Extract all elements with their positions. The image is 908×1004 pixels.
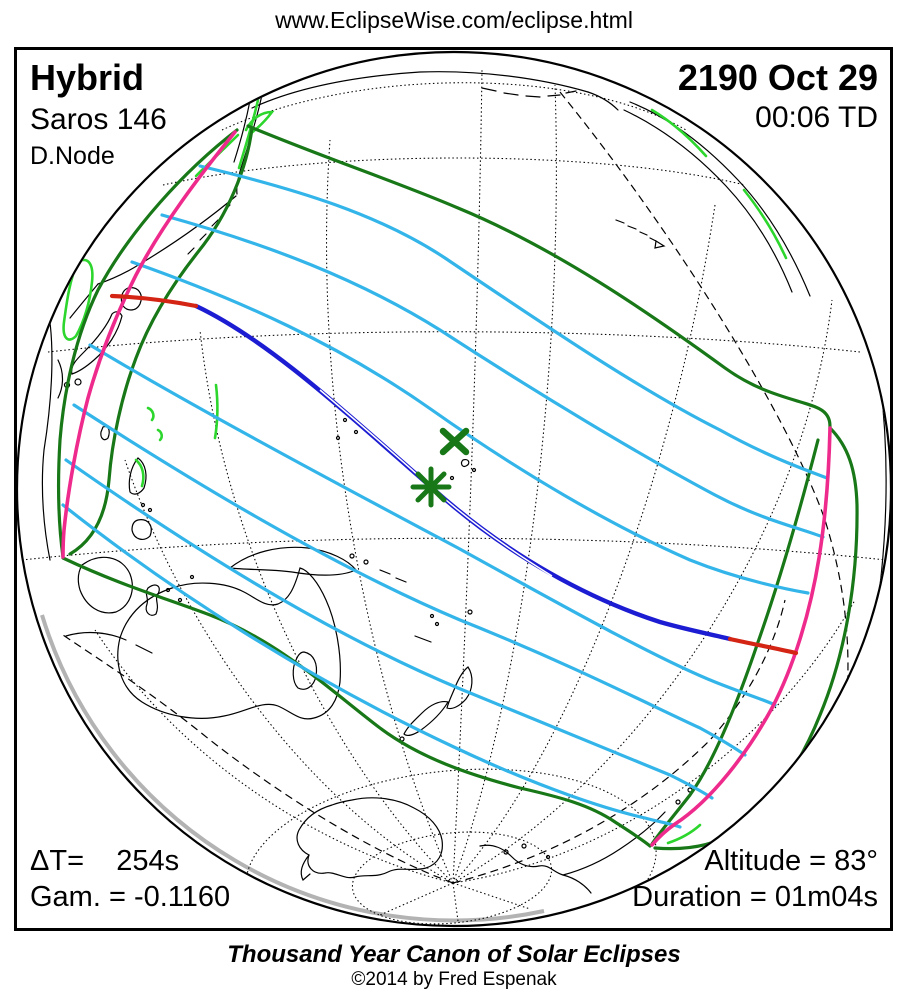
duration-value: Duration = 01m04s (632, 881, 878, 913)
gamma-value: Gam. = -0.1160 (30, 881, 231, 913)
map-frame (14, 47, 893, 931)
sunset-curve (650, 426, 832, 847)
delta-t-value: ΔT= 254s (30, 845, 180, 877)
northern-penumbral-limit (246, 124, 832, 430)
graticule-dashed (62, 91, 849, 884)
sunrise-curve (61, 130, 237, 559)
copyright-line: ©2014 by Fred Espenak (351, 969, 557, 990)
saros-label: Saros 146 (30, 103, 167, 136)
canon-title: Thousand Year Canon of Solar Eclipses (227, 941, 681, 968)
eclipse-magnitude-contours (61, 164, 829, 829)
greatest-eclipse-marker (410, 466, 452, 508)
southern-penumbral-limit (61, 556, 652, 848)
node-label: D.Node (30, 142, 115, 170)
eclipse-time: 00:06 TD (755, 101, 878, 134)
central-path-total (193, 303, 733, 642)
globe-limb-circle (15, 50, 893, 928)
site-url: www.EclipseWise.com/eclipse.html (275, 7, 633, 33)
subsolar-point-marker (439, 427, 470, 456)
eclipse-type-label: Hybrid (30, 57, 145, 98)
sunrise-sunset-curves (61, 130, 832, 847)
western-outer-limit (56, 128, 239, 559)
central-path-annular-segments (109, 293, 799, 656)
western-inner-limit (68, 126, 254, 556)
eastern-inner-limit (650, 438, 820, 846)
limb-shading-arc (40, 614, 545, 923)
eclipse-date: 2190 Oct 29 (677, 57, 878, 98)
penumbral-limit-curves (56, 124, 859, 851)
altitude-value: Altitude = 83° (704, 845, 878, 877)
